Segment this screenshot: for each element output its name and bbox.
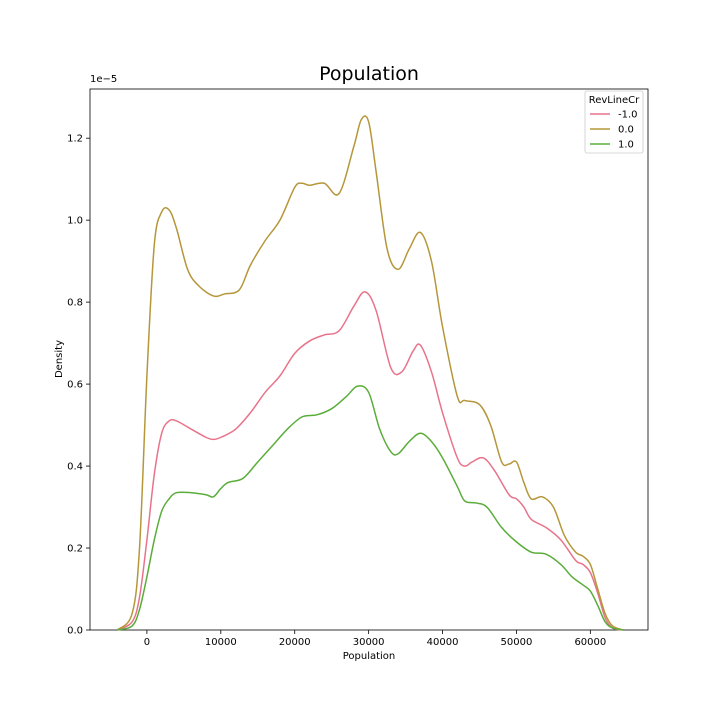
y-offset-label: 1e−5 [90, 74, 117, 85]
x-tick-label: 20000 [279, 637, 311, 648]
legend-box [584, 90, 644, 154]
x-tick-label: 0 [144, 637, 150, 648]
x-tick-label: 30000 [353, 637, 385, 648]
y-tick-label: 0.4 [67, 462, 83, 473]
legend-title: RevLineCr [589, 95, 640, 106]
y-tick-label: 0.8 [67, 298, 83, 309]
chart-title: Population [319, 63, 419, 85]
y-tick-label: 0.6 [67, 380, 83, 391]
x-tick-label: 60000 [574, 637, 606, 648]
x-axis: 0 10000 20000 30000 40000 50000 60000 [144, 630, 606, 648]
x-tick-label: 10000 [205, 637, 237, 648]
legend-entry-1.0: 1.0 [618, 140, 634, 151]
y-axis: 0.0 0.2 0.4 0.6 0.8 1.0 1.2 [67, 134, 90, 637]
x-tick-label: 40000 [427, 637, 459, 648]
legend-entry--1.0: -1.0 [618, 110, 638, 121]
y-tick-label: 0.2 [67, 544, 83, 555]
y-tick-label: 1.2 [67, 134, 83, 145]
y-tick-label: 0.0 [67, 626, 83, 637]
legend: RevLineCr -1.0 0.0 1.0 [584, 90, 644, 154]
series-line--1.0 [116, 291, 624, 631]
y-tick-label: 1.0 [67, 216, 83, 227]
x-tick-label: 50000 [501, 637, 533, 648]
series-line-1.0 [117, 385, 624, 631]
y-axis-label: Density [54, 340, 65, 378]
series-layer [116, 115, 624, 631]
series-line-0.0 [116, 115, 624, 631]
x-axis-label: Population [343, 651, 396, 662]
legend-entry-0.0: 0.0 [618, 125, 634, 136]
